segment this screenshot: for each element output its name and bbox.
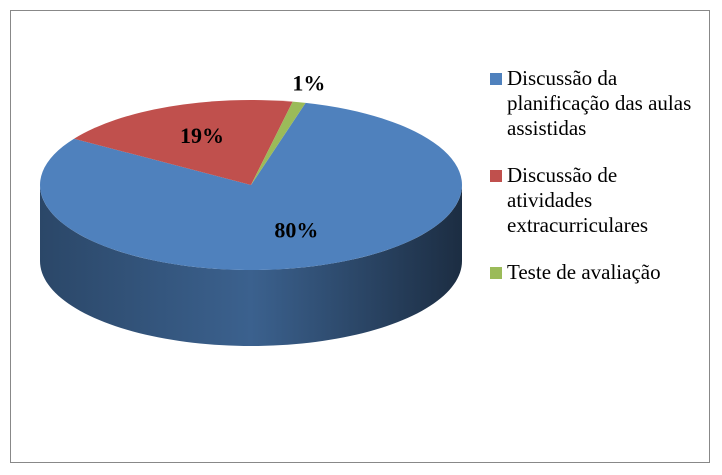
data-label: 80% [274, 218, 318, 243]
data-label: 19% [180, 123, 224, 148]
legend-label: Teste de avaliação [507, 260, 661, 284]
legend-swatch [490, 267, 502, 279]
slice [251, 101, 306, 185]
legend-label: Discussão da planificação das aulas assi… [507, 66, 692, 140]
data-label: 1% [292, 71, 325, 96]
slice [74, 100, 293, 185]
slice-side [40, 185, 462, 346]
legend-label: Discussão de atividades extracurriculare… [507, 163, 649, 237]
slice-top [251, 101, 306, 185]
chart-frame [10, 10, 710, 463]
slice-top [74, 100, 293, 185]
legend-swatch [490, 170, 502, 182]
legend-item: Discussão da planificação das aulas assi… [490, 66, 705, 141]
slice [40, 102, 462, 346]
legend-item: Discussão de atividades extracurriculare… [490, 163, 705, 238]
legend-item: Teste de avaliação [490, 260, 705, 285]
slice-top [40, 102, 462, 271]
legend-swatch [490, 73, 502, 85]
legend: Discussão da planificação das aulas assi… [490, 66, 705, 307]
